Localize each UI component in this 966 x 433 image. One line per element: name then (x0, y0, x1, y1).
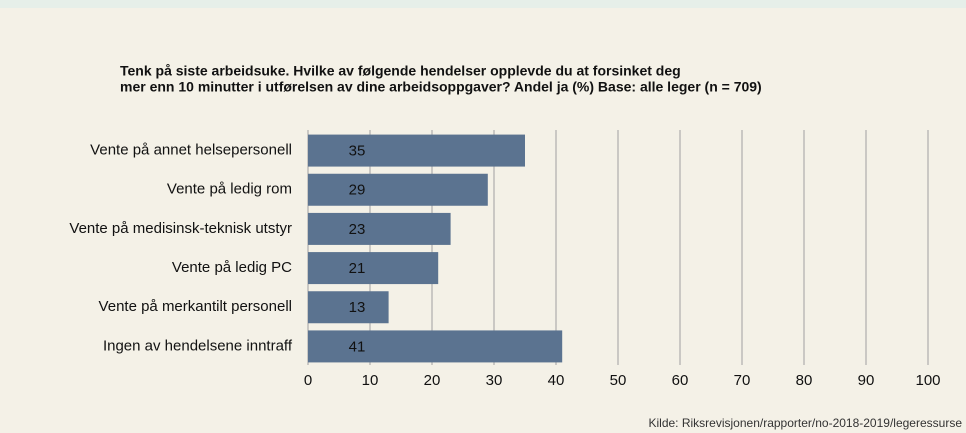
bar (308, 212, 451, 245)
x-tick-label: 10 (362, 372, 379, 389)
value-label: 41 (349, 338, 366, 355)
value-label: 29 (349, 182, 366, 199)
value-label: 13 (349, 299, 366, 316)
y-tick-label: Vente på medisinsk-teknisk utstyr (69, 220, 292, 237)
bar (308, 134, 525, 167)
y-tick-label: Vente på ledig rom (167, 181, 292, 198)
x-tick-label: 60 (672, 372, 689, 389)
x-tick-label: 100 (915, 372, 940, 389)
bar (308, 252, 439, 285)
bar (308, 330, 563, 363)
x-tick-label: 50 (610, 372, 627, 389)
x-tick-label: 90 (858, 372, 875, 389)
source: Kilde: Riksrevisjonen/rapporter/no-2018-… (648, 416, 962, 430)
value-label: 23 (349, 221, 366, 238)
x-tick-label: 70 (734, 372, 751, 389)
x-tick-label: 30 (486, 372, 503, 389)
x-tick-label: 20 (424, 372, 441, 389)
x-tick-label: 0 (304, 372, 312, 389)
value-label: 35 (349, 143, 366, 160)
y-tick-label: Vente på annet helsepersonell (90, 142, 292, 159)
top-band (0, 0, 966, 8)
x-tick-label: 40 (548, 372, 565, 389)
bar (308, 173, 488, 206)
bar (308, 291, 389, 324)
y-tick-label: Ingen av hendelsene inntraff (103, 337, 293, 354)
value-label: 21 (349, 260, 366, 277)
y-tick-label: Vente på ledig PC (172, 259, 292, 276)
x-tick-label: 80 (796, 372, 813, 389)
y-tick-label: Vente på merkantilt personell (99, 298, 292, 315)
chart-title-line: Tenk på siste arbeidsuke. Hvilke av følg… (120, 63, 681, 79)
chart-title-line: mer enn 10 minutter i utførelsen av dine… (120, 79, 762, 95)
